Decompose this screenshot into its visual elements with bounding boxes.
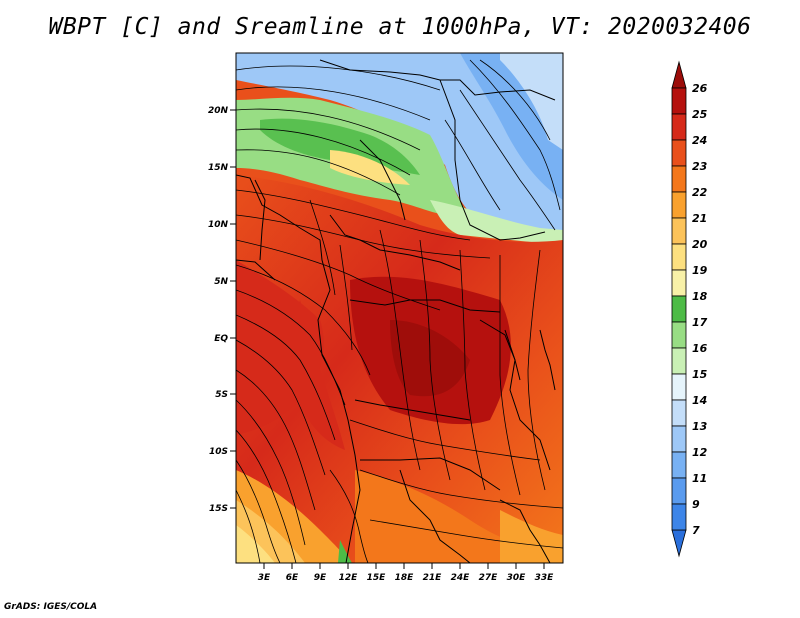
lat-label: 20N xyxy=(208,106,229,116)
lon-label: 33E xyxy=(535,573,555,583)
colorbar-segment xyxy=(671,451,687,479)
colorbar-segment xyxy=(671,321,687,349)
axis-ticks xyxy=(230,109,545,569)
colorbar-label: 9 xyxy=(692,498,700,511)
colorbar-segment xyxy=(671,243,687,271)
colorbar-segment xyxy=(671,503,687,531)
lon-label: 12E xyxy=(339,573,359,583)
colorbar-label: 13 xyxy=(692,420,708,433)
lat-label: 15S xyxy=(209,504,228,514)
lon-label: 15E xyxy=(367,573,387,583)
colorbar-segment xyxy=(671,139,687,167)
colorbar-segment xyxy=(671,295,687,323)
colorbar-label: 15 xyxy=(692,368,708,381)
colorbar-segment xyxy=(671,399,687,427)
colorbar-segment xyxy=(671,217,687,245)
colorbar-segment xyxy=(671,87,687,115)
lat-label: 15N xyxy=(208,163,229,173)
country-borders xyxy=(236,59,556,563)
colorbar-label: 12 xyxy=(692,446,708,459)
colorbar-label: 18 xyxy=(692,290,708,303)
latitude-labels: 20N 15N 10N 5N EQ 5S 10S 15S xyxy=(208,106,229,514)
colorbar-label: 14 xyxy=(692,394,707,407)
lon-label: 30E xyxy=(507,573,527,583)
lat-label: 10N xyxy=(208,220,229,230)
colorbar-label: 19 xyxy=(692,264,708,277)
colorbar: 26 25 24 23 22 21 20 19 18 17 16 15 14 13 12 11 9 7 xyxy=(671,60,708,558)
colorbar-segment xyxy=(671,425,687,453)
lon-label: 6E xyxy=(286,573,299,583)
colorbar-segment xyxy=(671,347,687,375)
colorbar-top-triangle xyxy=(671,60,687,89)
lon-label: 18E xyxy=(395,573,415,583)
colorbar-label: 21 xyxy=(692,212,707,225)
chart-title: WBPT [C] and Sreamline at 1000hPa, VT: 2… xyxy=(48,14,752,40)
colorbar-label: 20 xyxy=(692,238,708,251)
colorbar-bottom-triangle xyxy=(671,529,687,558)
colorbar-segment xyxy=(671,477,687,505)
colorbar-label: 26 xyxy=(692,82,708,95)
colorbar-label: 23 xyxy=(692,160,708,173)
colorbar-label: 11 xyxy=(692,472,707,485)
lat-label: 5N xyxy=(214,277,228,287)
map-frame xyxy=(235,52,564,564)
streamlines xyxy=(236,59,563,563)
colorbar-segment xyxy=(671,373,687,401)
colorbar-label: 24 xyxy=(692,134,707,147)
colorbar-segment xyxy=(671,113,687,141)
lon-label: 21E xyxy=(423,573,443,583)
wbpt-field xyxy=(236,53,563,563)
colorbar-segment xyxy=(671,269,687,297)
grads-credit: GrADS: IGES/COLA xyxy=(4,602,98,612)
lon-label: 24E xyxy=(451,573,471,583)
lat-label: 10S xyxy=(209,447,228,457)
lat-label: 5S xyxy=(215,390,228,400)
colorbar-segment xyxy=(671,191,687,219)
lat-label: EQ xyxy=(214,334,228,344)
colorbar-label: 22 xyxy=(692,186,708,199)
colorbar-label: 25 xyxy=(692,108,708,121)
longitude-labels: 3E 6E 9E 12E 15E 18E 21E 24E 27E 30E 33E xyxy=(258,573,554,583)
colorbar-label: 17 xyxy=(692,316,708,329)
colorbar-label: 7 xyxy=(692,524,700,537)
lon-label: 3E xyxy=(258,573,271,583)
lon-label: 27E xyxy=(479,573,499,583)
colorbar-label: 16 xyxy=(692,342,708,355)
lon-label: 9E xyxy=(314,573,327,583)
colorbar-segment xyxy=(671,165,687,193)
